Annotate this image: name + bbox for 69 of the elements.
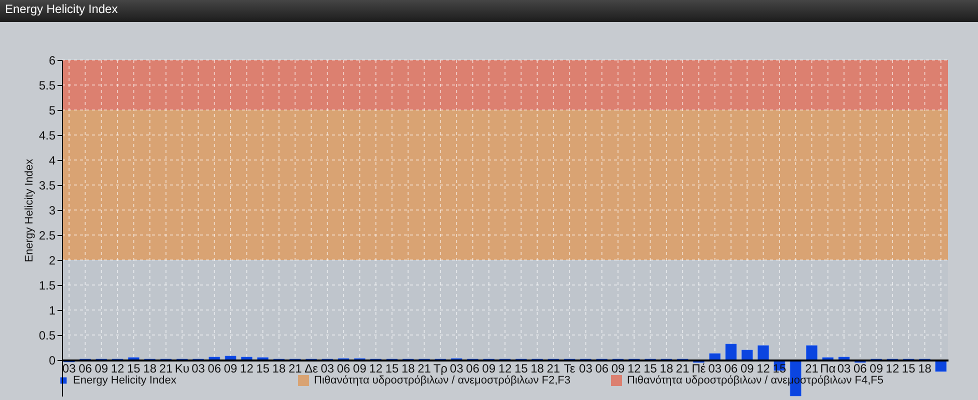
x-tick-label: 21 [418,362,432,376]
x-tick-label: 09 [482,362,496,376]
x-tick-label: 12 [498,362,512,376]
x-tick-label: 09 [353,362,367,376]
x-tick-label: 18 [401,362,416,376]
x-tick-label: 21 [288,362,302,376]
y-tick-label: 5 [48,104,56,118]
x-tick-label: 03 [320,362,334,376]
x-tick-label: 09 [740,362,754,376]
x-tick-label: 12 [627,362,642,376]
x-tick-label: 21 [159,362,173,376]
x-tick-label: 18 [272,362,286,376]
y-tick-label: 5.5 [38,78,56,92]
x-tick-label: 03 [579,362,593,376]
y-axis-title: Energy Helicity Index [24,158,36,262]
y-tick-label: 2.5 [38,228,56,242]
x-tick-label: 21 [805,362,819,376]
x-tick-label: 18 [660,362,674,376]
x-tick-label: 15 [127,362,141,376]
x-tick-label: 06 [595,362,609,376]
x-tick-label: Δε [304,362,319,376]
y-tick-label: 6 [48,54,56,68]
x-tick-label: Κυ [174,362,190,376]
y-tick-label: 2 [48,254,56,268]
legend-label: Energy Helicity Index [73,374,177,386]
x-tick-label: 12 [886,362,900,376]
x-tick-label: 15 [902,362,916,376]
x-tick-label: 03 [192,362,206,376]
x-tick-label: 09 [224,362,238,376]
x-tick-label: 12 [369,362,383,376]
x-tick-label: 15 [385,362,399,376]
y-tick-label: 4 [48,154,56,168]
x-tick-label: 18 [143,362,157,376]
y-tick-label: 1.5 [38,278,56,292]
x-tick-label: 03 [708,362,722,376]
x-tick-label: 15 [256,362,270,376]
y-tick-label: 3.5 [38,178,56,192]
x-tick-label: 06 [466,362,480,376]
x-tick-label: 06 [78,362,92,376]
x-tick-label: 06 [336,362,351,376]
x-tick-label: 15 [644,362,658,376]
x-tick-label: 12 [240,362,254,376]
x-tick-label: Πα [820,362,836,376]
y-tick-label: 3 [48,204,56,218]
x-tick-label: 12 [756,362,770,376]
x-tick-label: 06 [853,362,868,376]
y-tick-label: 0.5 [38,328,56,342]
x-tick-label: 18 [530,362,544,376]
x-tick-label: 03 [450,362,464,376]
y-tick-label: 4.5 [38,128,56,142]
y-tick-label: 0 [48,354,56,368]
x-tick-label: 06 [724,362,738,376]
y-tick-label: 1 [48,304,56,318]
chart-title: Energy Helicity Index [5,2,118,16]
x-tick-label: 21 [676,362,690,376]
x-tick-label: 06 [208,362,222,376]
x-tick-label: 09 [870,362,884,376]
legend-label: Πιθανότητα υδροστρόβιλων / ανεμοστρόβιλων F2,F3 [314,374,570,386]
x-tick-label: 12 [110,362,125,376]
x-tick-label: Τε [564,362,576,376]
x-tick-label: 18 [918,362,932,376]
x-tick-label: Πέ [692,362,706,376]
x-tick-label: 21 [546,362,560,376]
x-tick-label: 09 [611,362,626,376]
x-tick-label: 09 [94,362,108,376]
x-tick-label: 03 [62,362,76,376]
x-tick-label: 15 [514,362,528,376]
x-tick-label: 03 [837,362,852,376]
x-tick-label: Τρ [433,362,448,376]
